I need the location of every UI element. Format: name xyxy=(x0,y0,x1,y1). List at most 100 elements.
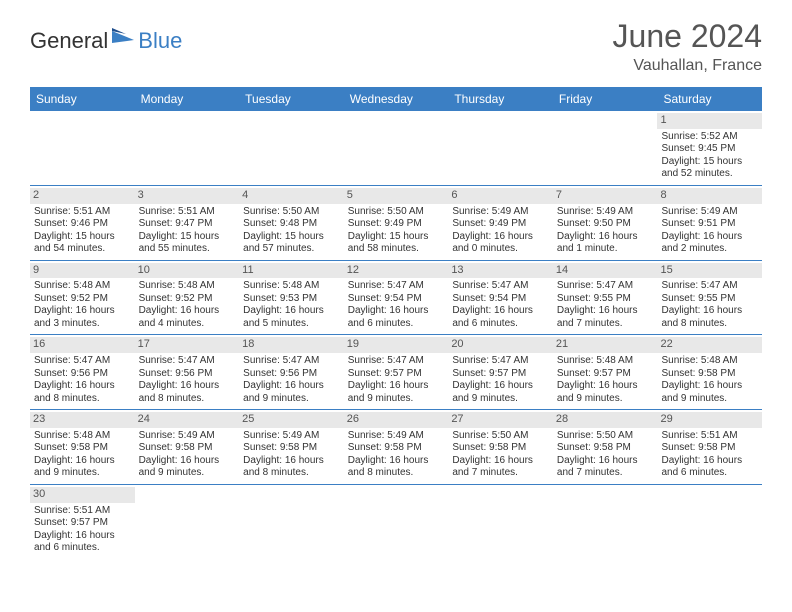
date-number: 3 xyxy=(135,188,240,204)
daylight-line: Daylight: 16 hours and 7 minutes. xyxy=(557,455,654,480)
daylight-line: Daylight: 16 hours and 6 minutes. xyxy=(452,305,549,330)
date-number: 27 xyxy=(448,412,553,428)
sunrise-line: Sunrise: 5:49 AM xyxy=(243,430,340,443)
calendar-cell: 15Sunrise: 5:47 AMSunset: 9:55 PMDayligh… xyxy=(657,261,762,335)
calendar-cell xyxy=(448,485,553,559)
date-number: 2 xyxy=(30,188,135,204)
calendar-cell: 22Sunrise: 5:48 AMSunset: 9:58 PMDayligh… xyxy=(657,335,762,409)
day-header: Sunday xyxy=(30,87,135,111)
date-number: 1 xyxy=(657,113,762,129)
logo-text-blue: Blue xyxy=(138,28,182,54)
sunset-line: Sunset: 9:56 PM xyxy=(139,368,236,381)
day-header: Wednesday xyxy=(344,87,449,111)
daylight-line: Daylight: 16 hours and 8 minutes. xyxy=(139,380,236,405)
daylight-line: Daylight: 16 hours and 6 minutes. xyxy=(661,455,758,480)
date-number: 4 xyxy=(239,188,344,204)
date-number: 11 xyxy=(239,263,344,279)
sunrise-line: Sunrise: 5:51 AM xyxy=(34,505,131,518)
sunrise-line: Sunrise: 5:48 AM xyxy=(557,355,654,368)
daylight-line: Daylight: 16 hours and 8 minutes. xyxy=(243,455,340,480)
sunset-line: Sunset: 9:54 PM xyxy=(348,293,445,306)
header: General Blue June 2024 Vauhallan, France xyxy=(0,0,792,83)
sunset-line: Sunset: 9:55 PM xyxy=(557,293,654,306)
daylight-line: Daylight: 16 hours and 8 minutes. xyxy=(348,455,445,480)
sunset-line: Sunset: 9:57 PM xyxy=(557,368,654,381)
daylight-line: Daylight: 15 hours and 58 minutes. xyxy=(348,231,445,256)
sunrise-line: Sunrise: 5:49 AM xyxy=(661,206,758,219)
daylight-line: Daylight: 15 hours and 54 minutes. xyxy=(34,231,131,256)
date-number: 14 xyxy=(553,263,658,279)
logo-flag-icon xyxy=(112,28,136,46)
sunrise-line: Sunrise: 5:47 AM xyxy=(452,280,549,293)
date-number: 18 xyxy=(239,337,344,353)
calendar-cell: 24Sunrise: 5:49 AMSunset: 9:58 PMDayligh… xyxy=(135,410,240,484)
date-number: 21 xyxy=(553,337,658,353)
calendar: SundayMondayTuesdayWednesdayThursdayFrid… xyxy=(30,87,762,559)
daylight-line: Daylight: 16 hours and 9 minutes. xyxy=(34,455,131,480)
daylight-line: Daylight: 16 hours and 8 minutes. xyxy=(34,380,131,405)
calendar-week: 1Sunrise: 5:52 AMSunset: 9:45 PMDaylight… xyxy=(30,111,762,186)
calendar-cell: 29Sunrise: 5:51 AMSunset: 9:58 PMDayligh… xyxy=(657,410,762,484)
daylight-line: Daylight: 16 hours and 9 minutes. xyxy=(139,455,236,480)
date-number: 5 xyxy=(344,188,449,204)
calendar-cell: 26Sunrise: 5:49 AMSunset: 9:58 PMDayligh… xyxy=(344,410,449,484)
calendar-cell: 17 Sunrise: 5:47 AMSunset: 9:56 PMDayligh… xyxy=(135,335,240,409)
date-number: 7 xyxy=(553,188,658,204)
sunset-line: Sunset: 9:57 PM xyxy=(452,368,549,381)
calendar-cell xyxy=(239,111,344,185)
sunset-line: Sunset: 9:55 PM xyxy=(661,293,758,306)
date-number: 19 xyxy=(344,337,449,353)
calendar-cell xyxy=(135,111,240,185)
sunrise-line: Sunrise: 5:49 AM xyxy=(557,206,654,219)
sunset-line: Sunset: 9:45 PM xyxy=(661,143,758,156)
sunset-line: Sunset: 9:46 PM xyxy=(34,218,131,231)
sunset-line: Sunset: 9:58 PM xyxy=(348,442,445,455)
sunrise-line: Sunrise: 5:50 AM xyxy=(348,206,445,219)
calendar-cell: 23Sunrise: 5:48 AMSunset: 9:58 PMDayligh… xyxy=(30,410,135,484)
calendar-cell xyxy=(553,111,658,185)
calendar-cell: 1Sunrise: 5:52 AMSunset: 9:45 PMDaylight… xyxy=(657,111,762,185)
calendar-cell: 12Sunrise: 5:47 AMSunset: 9:54 PMDayligh… xyxy=(344,261,449,335)
sunset-line: Sunset: 9:58 PM xyxy=(139,442,236,455)
date-number: 12 xyxy=(344,263,449,279)
day-header: Monday xyxy=(135,87,240,111)
sunset-line: Sunset: 9:58 PM xyxy=(661,368,758,381)
date-number: 17 xyxy=(135,337,240,353)
calendar-cell: 9Sunrise: 5:48 AMSunset: 9:52 PMDaylight… xyxy=(30,261,135,335)
date-number: 9 xyxy=(30,263,135,279)
sunrise-line: Sunrise: 5:51 AM xyxy=(661,430,758,443)
daylight-line: Daylight: 16 hours and 9 minutes. xyxy=(661,380,758,405)
calendar-cell: 5 Sunrise: 5:50 AMSunset: 9:49 PMDaylight… xyxy=(344,186,449,260)
date-number: 13 xyxy=(448,263,553,279)
calendar-cell xyxy=(553,485,658,559)
sunset-line: Sunset: 9:58 PM xyxy=(557,442,654,455)
date-number: 6 xyxy=(448,188,553,204)
date-number: 16 xyxy=(30,337,135,353)
location: Vauhallan, France xyxy=(613,57,762,75)
sunset-line: Sunset: 9:57 PM xyxy=(348,368,445,381)
sunset-line: Sunset: 9:49 PM xyxy=(348,218,445,231)
daylight-line: Daylight: 16 hours and 9 minutes. xyxy=(348,380,445,405)
calendar-cell: 7Sunrise: 5:49 AMSunset: 9:50 PMDaylight… xyxy=(553,186,658,260)
calendar-cell: 13Sunrise: 5:47 AMSunset: 9:54 PMDayligh… xyxy=(448,261,553,335)
date-number: 23 xyxy=(30,412,135,428)
calendar-cell: 28Sunrise: 5:50 AMSunset: 9:58 PMDayligh… xyxy=(553,410,658,484)
date-number: 30 xyxy=(30,487,135,503)
sunset-line: Sunset: 9:52 PM xyxy=(34,293,131,306)
sunrise-line: Sunrise: 5:49 AM xyxy=(348,430,445,443)
sunrise-line: Sunrise: 5:47 AM xyxy=(348,355,445,368)
calendar-cell xyxy=(344,485,449,559)
sunrise-line: Sunrise: 5:47 AM xyxy=(139,355,236,368)
date-number: 29 xyxy=(657,412,762,428)
calendar-cell: 4Sunrise: 5:50 AMSunset: 9:48 PMDaylight… xyxy=(239,186,344,260)
daylight-line: Daylight: 16 hours and 9 minutes. xyxy=(452,380,549,405)
daylight-line: Daylight: 16 hours and 1 minute. xyxy=(557,231,654,256)
daylight-line: Daylight: 16 hours and 5 minutes. xyxy=(243,305,340,330)
daylight-line: Daylight: 16 hours and 3 minutes. xyxy=(34,305,131,330)
daylight-line: Daylight: 16 hours and 4 minutes. xyxy=(139,305,236,330)
calendar-cell xyxy=(657,485,762,559)
calendar-body: 1Sunrise: 5:52 AMSunset: 9:45 PMDaylight… xyxy=(30,111,762,559)
sunset-line: Sunset: 9:56 PM xyxy=(243,368,340,381)
daylight-line: Daylight: 16 hours and 6 minutes. xyxy=(348,305,445,330)
date-number: 25 xyxy=(239,412,344,428)
